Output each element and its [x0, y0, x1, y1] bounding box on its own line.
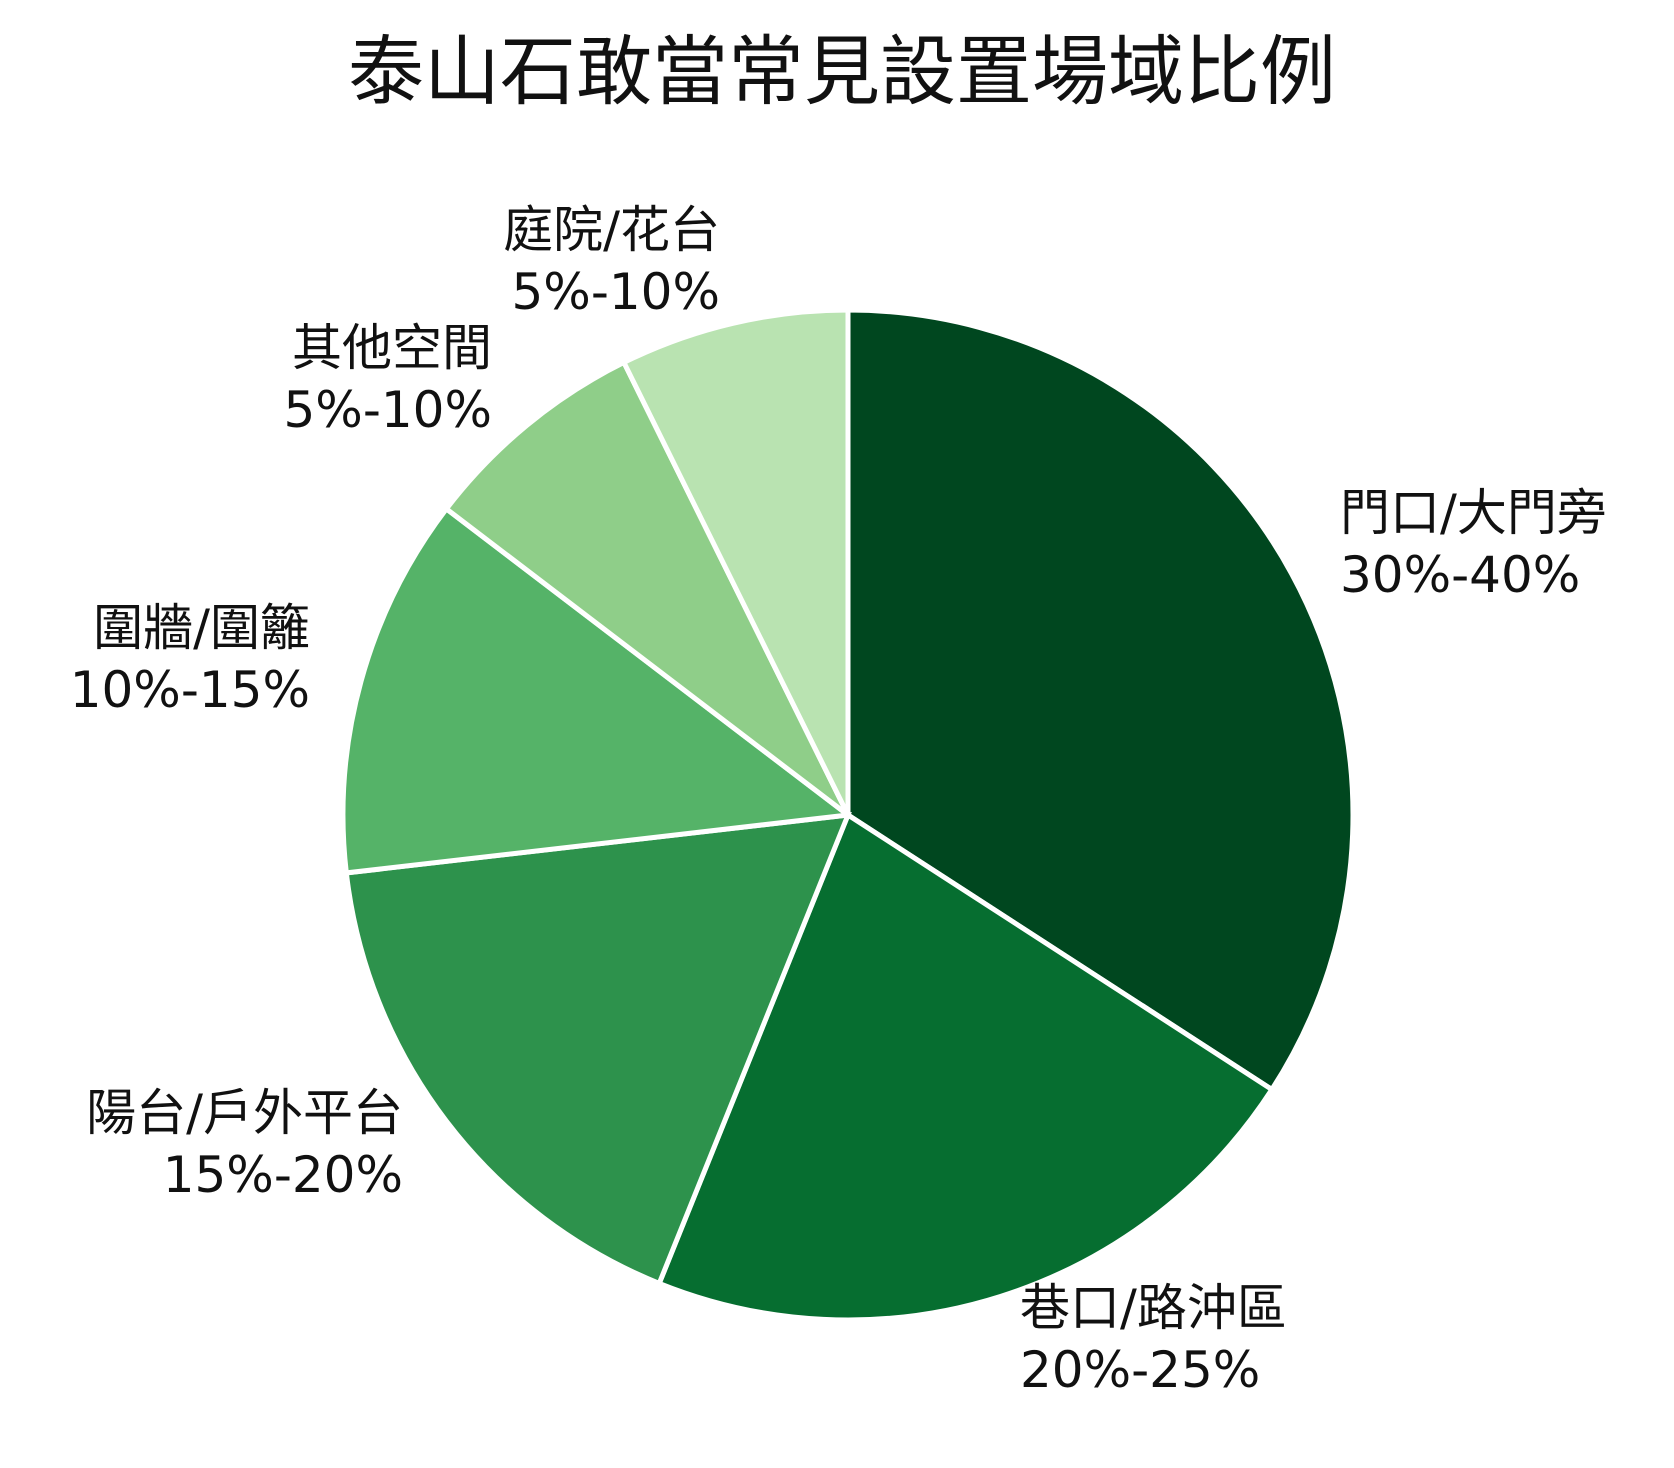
slice-value-label: 20%-25% [1020, 1341, 1260, 1399]
pie-slice [340, 505, 855, 876]
slice-value-label: 30%-40% [1340, 546, 1580, 604]
slice-value-label: 5%-10% [284, 381, 493, 439]
slice-label: 庭院/花台 [503, 201, 720, 259]
slice-value-label: 15%-20% [163, 1146, 403, 1204]
slice-label: 陽台/戶外平台 [86, 1084, 403, 1142]
pie-slice [343, 812, 852, 1287]
pie-slice [655, 811, 1276, 1323]
slice-label: 門口/大門旁 [1340, 484, 1607, 542]
pie-slice [620, 307, 851, 817]
slice-value-label: 5%-10% [512, 263, 721, 321]
slice-value-label: 10%-15% [70, 661, 310, 719]
slice-label: 巷口/路沖區 [1020, 1279, 1287, 1337]
slice-label: 其他空間 [292, 319, 492, 377]
chart-title: 泰山石敢當常見設置場域比例 [348, 27, 1336, 116]
pie-slice [442, 359, 851, 817]
slice-label: 圍牆/圍籬 [93, 599, 310, 657]
pie-slices [340, 307, 1356, 1323]
